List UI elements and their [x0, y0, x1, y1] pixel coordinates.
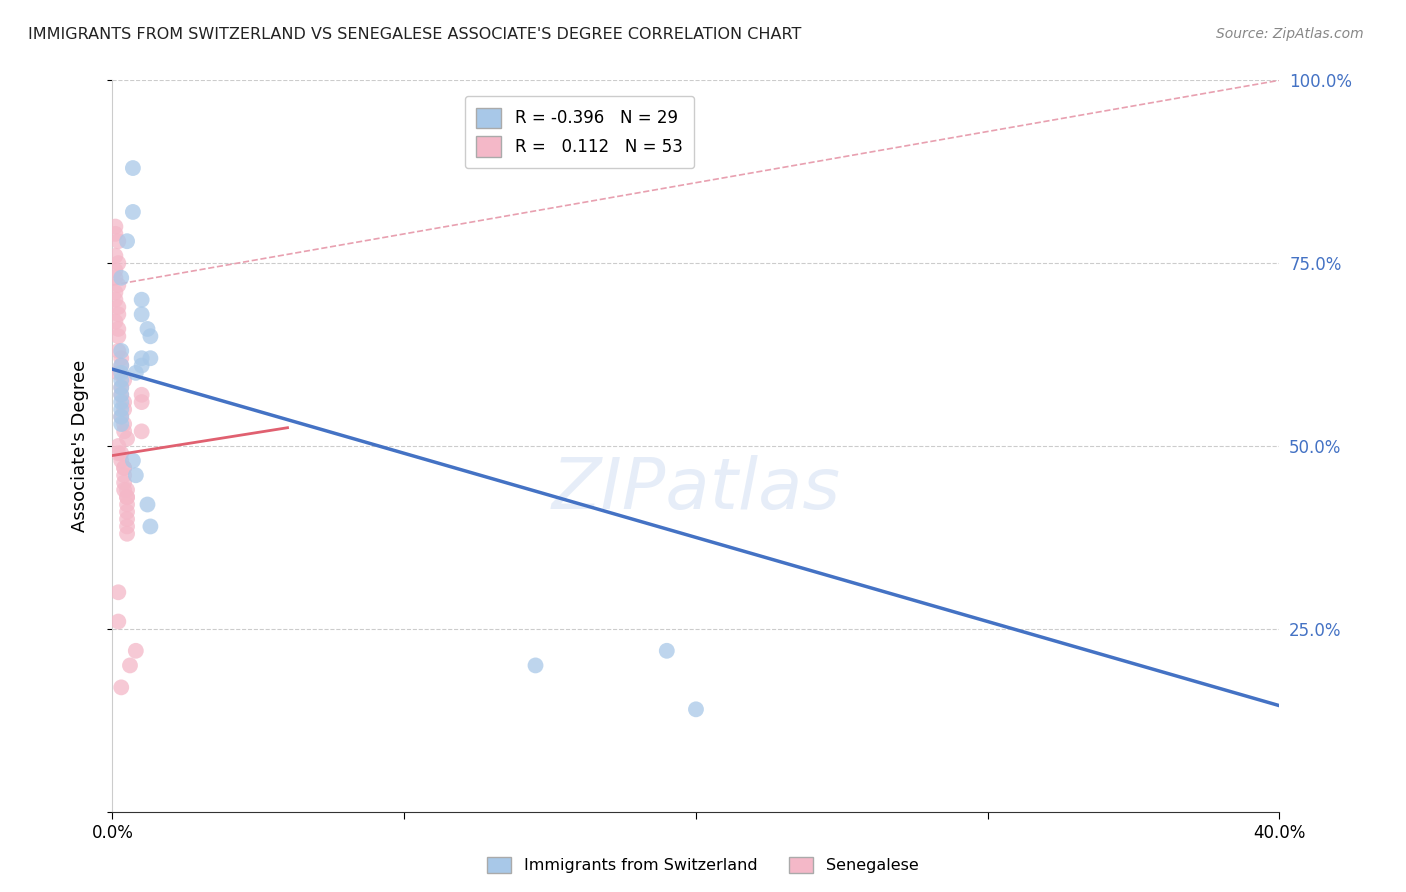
- Point: [107, 329, 129, 343]
- Legend: R = -0.396   N = 29, R =   0.112   N = 53: R = -0.396 N = 29, R = 0.112 N = 53: [464, 96, 695, 169]
- Point: [110, 351, 132, 366]
- Point: [112, 373, 135, 387]
- Point: [139, 519, 162, 533]
- Point: [139, 351, 162, 366]
- Point: [110, 395, 132, 409]
- Point: [104, 315, 127, 329]
- Point: [115, 505, 138, 519]
- Point: [115, 526, 138, 541]
- Point: [115, 519, 138, 533]
- Point: [107, 256, 129, 270]
- Point: [115, 490, 138, 504]
- Point: [104, 270, 127, 285]
- Point: [125, 366, 148, 380]
- Text: IMMIGRANTS FROM SWITZERLAND VS SENEGALESE ASSOCIATE'S DEGREE CORRELATION CHART: IMMIGRANTS FROM SWITZERLAND VS SENEGALES…: [28, 27, 801, 42]
- Point: [112, 483, 135, 497]
- Point: [655, 644, 678, 658]
- Point: [131, 359, 153, 373]
- Text: Source: ZipAtlas.com: Source: ZipAtlas.com: [1216, 27, 1364, 41]
- Point: [107, 439, 129, 453]
- Point: [107, 278, 129, 293]
- Point: [110, 409, 132, 424]
- Point: [122, 205, 145, 219]
- Point: [115, 234, 138, 248]
- Point: [110, 402, 132, 417]
- Point: [122, 161, 145, 175]
- Point: [110, 380, 132, 394]
- Point: [110, 366, 132, 380]
- Point: [110, 681, 132, 695]
- Point: [112, 461, 135, 475]
- Point: [110, 388, 132, 402]
- Point: [524, 658, 547, 673]
- Point: [131, 307, 153, 321]
- Legend: Immigrants from Switzerland, Senegalese: Immigrants from Switzerland, Senegalese: [481, 850, 925, 880]
- Point: [115, 483, 138, 497]
- Point: [110, 446, 132, 460]
- Point: [107, 234, 129, 248]
- Point: [115, 432, 138, 446]
- Point: [112, 475, 135, 490]
- Point: [104, 293, 127, 307]
- Point: [139, 329, 162, 343]
- Y-axis label: Associate's Degree: Associate's Degree: [70, 359, 89, 533]
- Point: [110, 270, 132, 285]
- Point: [104, 285, 127, 300]
- Point: [115, 490, 138, 504]
- Point: [110, 343, 132, 358]
- Point: [131, 425, 153, 439]
- Point: [110, 380, 132, 394]
- Point: [112, 468, 135, 483]
- Point: [110, 373, 132, 387]
- Point: [122, 453, 145, 467]
- Point: [104, 249, 127, 263]
- Point: [110, 453, 132, 467]
- Point: [104, 227, 127, 241]
- Text: ZIPatlas: ZIPatlas: [551, 456, 841, 524]
- Point: [110, 417, 132, 431]
- Point: [118, 658, 141, 673]
- Point: [112, 425, 135, 439]
- Point: [107, 300, 129, 314]
- Point: [131, 293, 153, 307]
- Point: [110, 359, 132, 373]
- Point: [107, 307, 129, 321]
- Point: [115, 512, 138, 526]
- Point: [107, 585, 129, 599]
- Point: [110, 359, 132, 373]
- Point: [110, 388, 132, 402]
- Point: [125, 644, 148, 658]
- Point: [112, 461, 135, 475]
- Point: [136, 498, 159, 512]
- Point: [104, 219, 127, 234]
- Point: [104, 263, 127, 277]
- Point: [131, 388, 153, 402]
- Point: [107, 446, 129, 460]
- Point: [112, 402, 135, 417]
- Point: [125, 468, 148, 483]
- Point: [136, 322, 159, 336]
- Point: [685, 702, 707, 716]
- Point: [110, 409, 132, 424]
- Point: [131, 395, 153, 409]
- Point: [131, 351, 153, 366]
- Point: [107, 322, 129, 336]
- Point: [107, 615, 129, 629]
- Point: [112, 417, 135, 431]
- Point: [115, 498, 138, 512]
- Point: [107, 366, 129, 380]
- Point: [112, 395, 135, 409]
- Point: [107, 343, 129, 358]
